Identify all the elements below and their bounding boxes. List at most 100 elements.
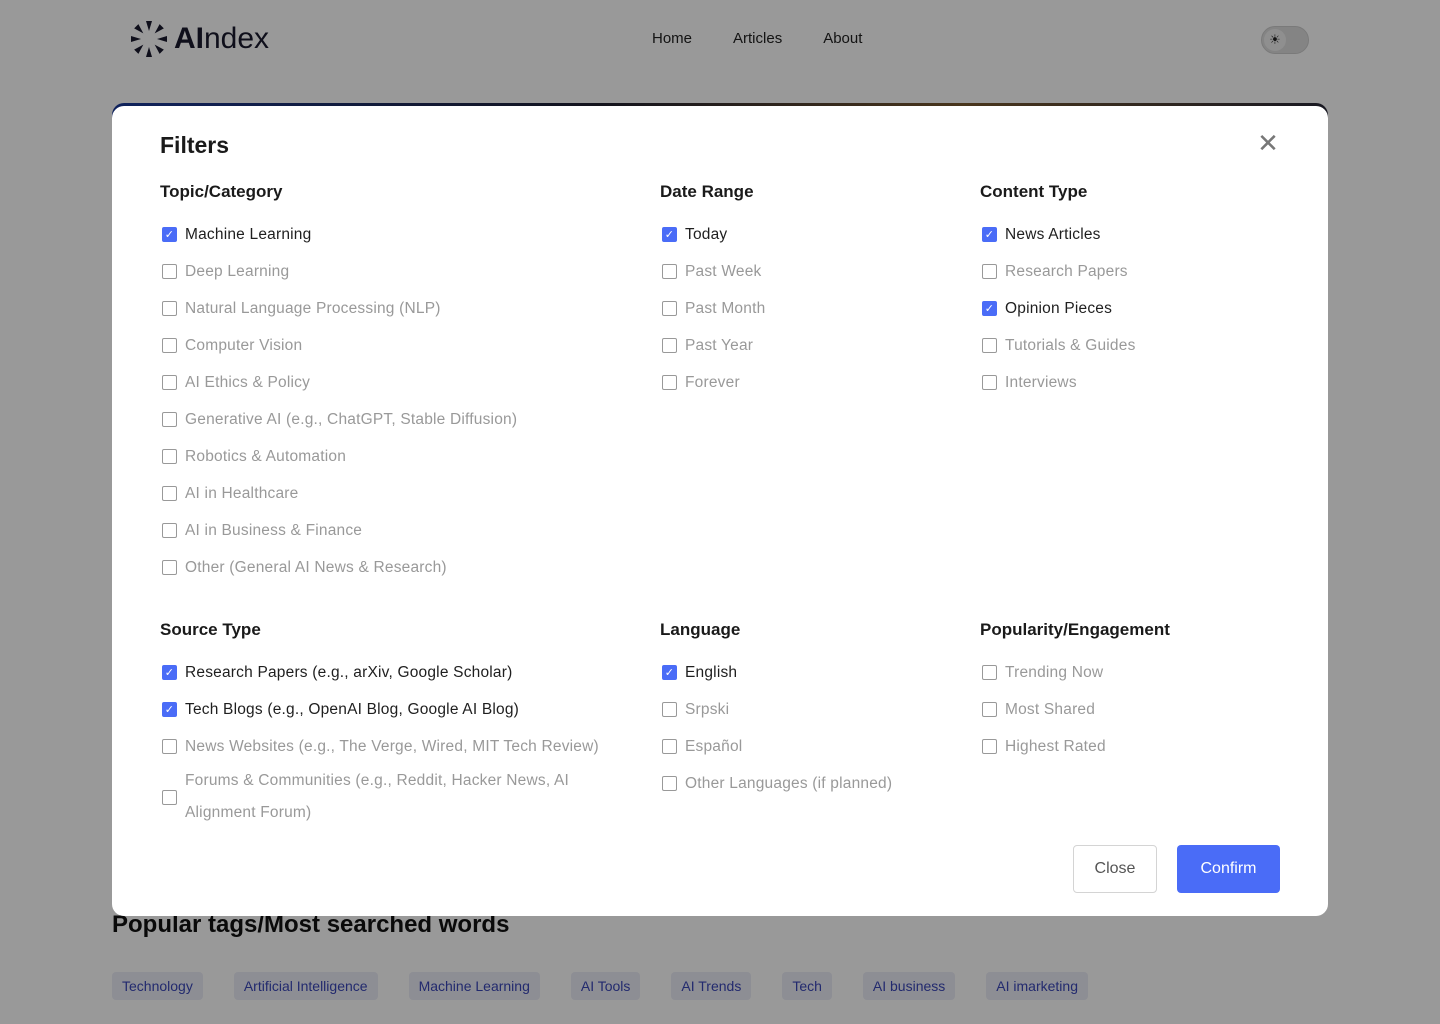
- tag[interactable]: AI Trends: [671, 972, 752, 1000]
- filter-option[interactable]: ✓ English: [660, 654, 960, 691]
- filter-option[interactable]: Tutorials & Guides: [980, 327, 1280, 364]
- filter-option[interactable]: ✓ News Articles: [980, 216, 1280, 253]
- checkbox-checked[interactable]: ✓: [982, 227, 997, 242]
- checkbox[interactable]: [162, 375, 177, 390]
- tag[interactable]: AI Tools: [570, 972, 641, 1000]
- filter-option[interactable]: AI Ethics & Policy: [160, 364, 630, 401]
- checkbox[interactable]: [662, 301, 677, 316]
- checkbox-checked[interactable]: ✓: [162, 665, 177, 680]
- filter-option-label: Computer Vision: [185, 336, 303, 354]
- filter-option[interactable]: Robotics & Automation: [160, 438, 630, 475]
- filter-option[interactable]: ✓ Research Papers (e.g., arXiv, Google Sc…: [160, 654, 630, 691]
- filter-option[interactable]: ✓ Machine Learning: [160, 216, 630, 253]
- filter-option[interactable]: AI in Business & Finance: [160, 512, 630, 549]
- filter-option[interactable]: Trending Now: [980, 654, 1280, 691]
- filter-group: Popularity/Engagement Trending Now Most Sh…: [980, 620, 1280, 765]
- filter-option[interactable]: Other (General AI News & Research): [160, 549, 630, 586]
- filter-option[interactable]: News Websites (e.g., The Verge, Wired, M…: [160, 728, 630, 765]
- tag[interactable]: Artificial Intelligence: [233, 972, 378, 1000]
- filter-option[interactable]: ✓ Today: [660, 216, 960, 253]
- logo-text: ndex: [204, 22, 270, 55]
- checkbox[interactable]: [982, 665, 997, 680]
- filter-option[interactable]: Generative AI (e.g., ChatGPT, Stable Dif…: [160, 401, 630, 438]
- filter-option[interactable]: Deep Learning: [160, 253, 630, 290]
- checkbox[interactable]: [662, 264, 677, 279]
- tag[interactable]: AI business: [862, 972, 956, 1000]
- filter-group: Language ✓ English Srpski Español Other Langu…: [660, 620, 960, 802]
- checkbox[interactable]: [662, 338, 677, 353]
- checkbox[interactable]: [162, 560, 177, 575]
- logo[interactable]: AIndex: [130, 20, 269, 58]
- filter-option[interactable]: Past Month: [660, 290, 960, 327]
- filter-option[interactable]: Past Year: [660, 327, 960, 364]
- nav-about[interactable]: About: [823, 30, 863, 47]
- checkbox-checked[interactable]: ✓: [662, 665, 677, 680]
- filter-option[interactable]: Forever: [660, 364, 960, 401]
- filter-option-label: Machine Learning: [185, 225, 312, 243]
- tag[interactable]: AI imarketing: [986, 972, 1088, 1000]
- filter-option[interactable]: Most Shared: [980, 691, 1280, 728]
- filter-option[interactable]: Research Papers: [980, 253, 1280, 290]
- filter-option[interactable]: Other Languages (if planned): [660, 765, 960, 802]
- checkbox[interactable]: [982, 739, 997, 754]
- filter-group: Topic/Category ✓ Machine Learning Deep Lear…: [160, 182, 630, 586]
- filters-modal: Filters ✕ Topic/Category ✓ Machine Learnin…: [112, 106, 1328, 916]
- close-button[interactable]: Close: [1073, 845, 1157, 893]
- checkbox[interactable]: [982, 702, 997, 717]
- checkbox[interactable]: [162, 789, 177, 805]
- filter-group: Source Type ✓ Research Papers (e.g., arXiv…: [160, 620, 630, 829]
- filter-option-label: News Articles: [1005, 225, 1101, 243]
- tag[interactable]: Machine Learning: [408, 972, 540, 1000]
- checkbox[interactable]: [162, 412, 177, 427]
- filter-option[interactable]: AI in Healthcare: [160, 475, 630, 512]
- filter-option[interactable]: Srpski: [660, 691, 960, 728]
- filter-group-title: Date Range: [660, 182, 754, 201]
- checkbox[interactable]: [162, 449, 177, 464]
- filter-option-label: Forever: [685, 373, 740, 391]
- checkbox[interactable]: [982, 338, 997, 353]
- checkbox-checked[interactable]: ✓: [662, 227, 677, 242]
- checkbox-checked[interactable]: ✓: [162, 702, 177, 717]
- tag[interactable]: Tech: [782, 972, 832, 1000]
- checkbox[interactable]: [662, 702, 677, 717]
- filter-option[interactable]: Interviews: [980, 364, 1280, 401]
- confirm-button[interactable]: Confirm: [1177, 845, 1280, 893]
- checkbox[interactable]: [662, 776, 677, 791]
- checkbox[interactable]: [662, 375, 677, 390]
- filter-option[interactable]: ✓ Opinion Pieces: [980, 290, 1280, 327]
- checkbox[interactable]: [162, 523, 177, 538]
- filter-option[interactable]: Computer Vision: [160, 327, 630, 364]
- checkbox[interactable]: [662, 739, 677, 754]
- filter-option[interactable]: Español: [660, 728, 960, 765]
- checkbox[interactable]: [982, 375, 997, 390]
- filter-option-label: Highest Rated: [1005, 737, 1106, 755]
- nav-articles[interactable]: Articles: [733, 30, 783, 47]
- checkbox[interactable]: [162, 739, 177, 754]
- filter-group-title: Language: [660, 620, 741, 639]
- checkbox[interactable]: [162, 301, 177, 316]
- filter-option[interactable]: Highest Rated: [980, 728, 1280, 765]
- filter-option-label: News Websites (e.g., The Verge, Wired, M…: [185, 737, 599, 755]
- checkbox[interactable]: [982, 264, 997, 279]
- filter-option-label: Español: [685, 737, 743, 755]
- nav-home[interactable]: Home: [652, 30, 693, 47]
- filter-group-title: Popularity/Engagement: [980, 620, 1170, 639]
- checkbox[interactable]: [162, 338, 177, 353]
- filter-option[interactable]: Natural Language Processing (NLP): [160, 290, 630, 327]
- tag[interactable]: Technology: [112, 972, 203, 1000]
- filter-option[interactable]: ✓ Tech Blogs (e.g., OpenAI Blog, Google A…: [160, 691, 630, 728]
- logo-text-bold: AI: [174, 22, 204, 55]
- filter-group: Content Type ✓ News Articles Research Paper…: [980, 182, 1280, 401]
- theme-toggle[interactable]: ☀: [1261, 26, 1309, 54]
- filter-group-title: Content Type: [980, 182, 1088, 201]
- checkbox[interactable]: [162, 264, 177, 279]
- filter-option-label: Other Languages (if planned): [685, 774, 893, 792]
- logo-icon: [131, 21, 167, 57]
- close-icon[interactable]: ✕: [1257, 128, 1279, 158]
- filter-option[interactable]: Forums & Communities (e.g., Reddit, Hack…: [160, 765, 630, 829]
- checkbox[interactable]: [162, 486, 177, 501]
- checkbox-checked[interactable]: ✓: [162, 227, 177, 242]
- checkbox-checked[interactable]: ✓: [982, 301, 997, 316]
- filter-option-label: Deep Learning: [185, 262, 290, 280]
- filter-option[interactable]: Past Week: [660, 253, 960, 290]
